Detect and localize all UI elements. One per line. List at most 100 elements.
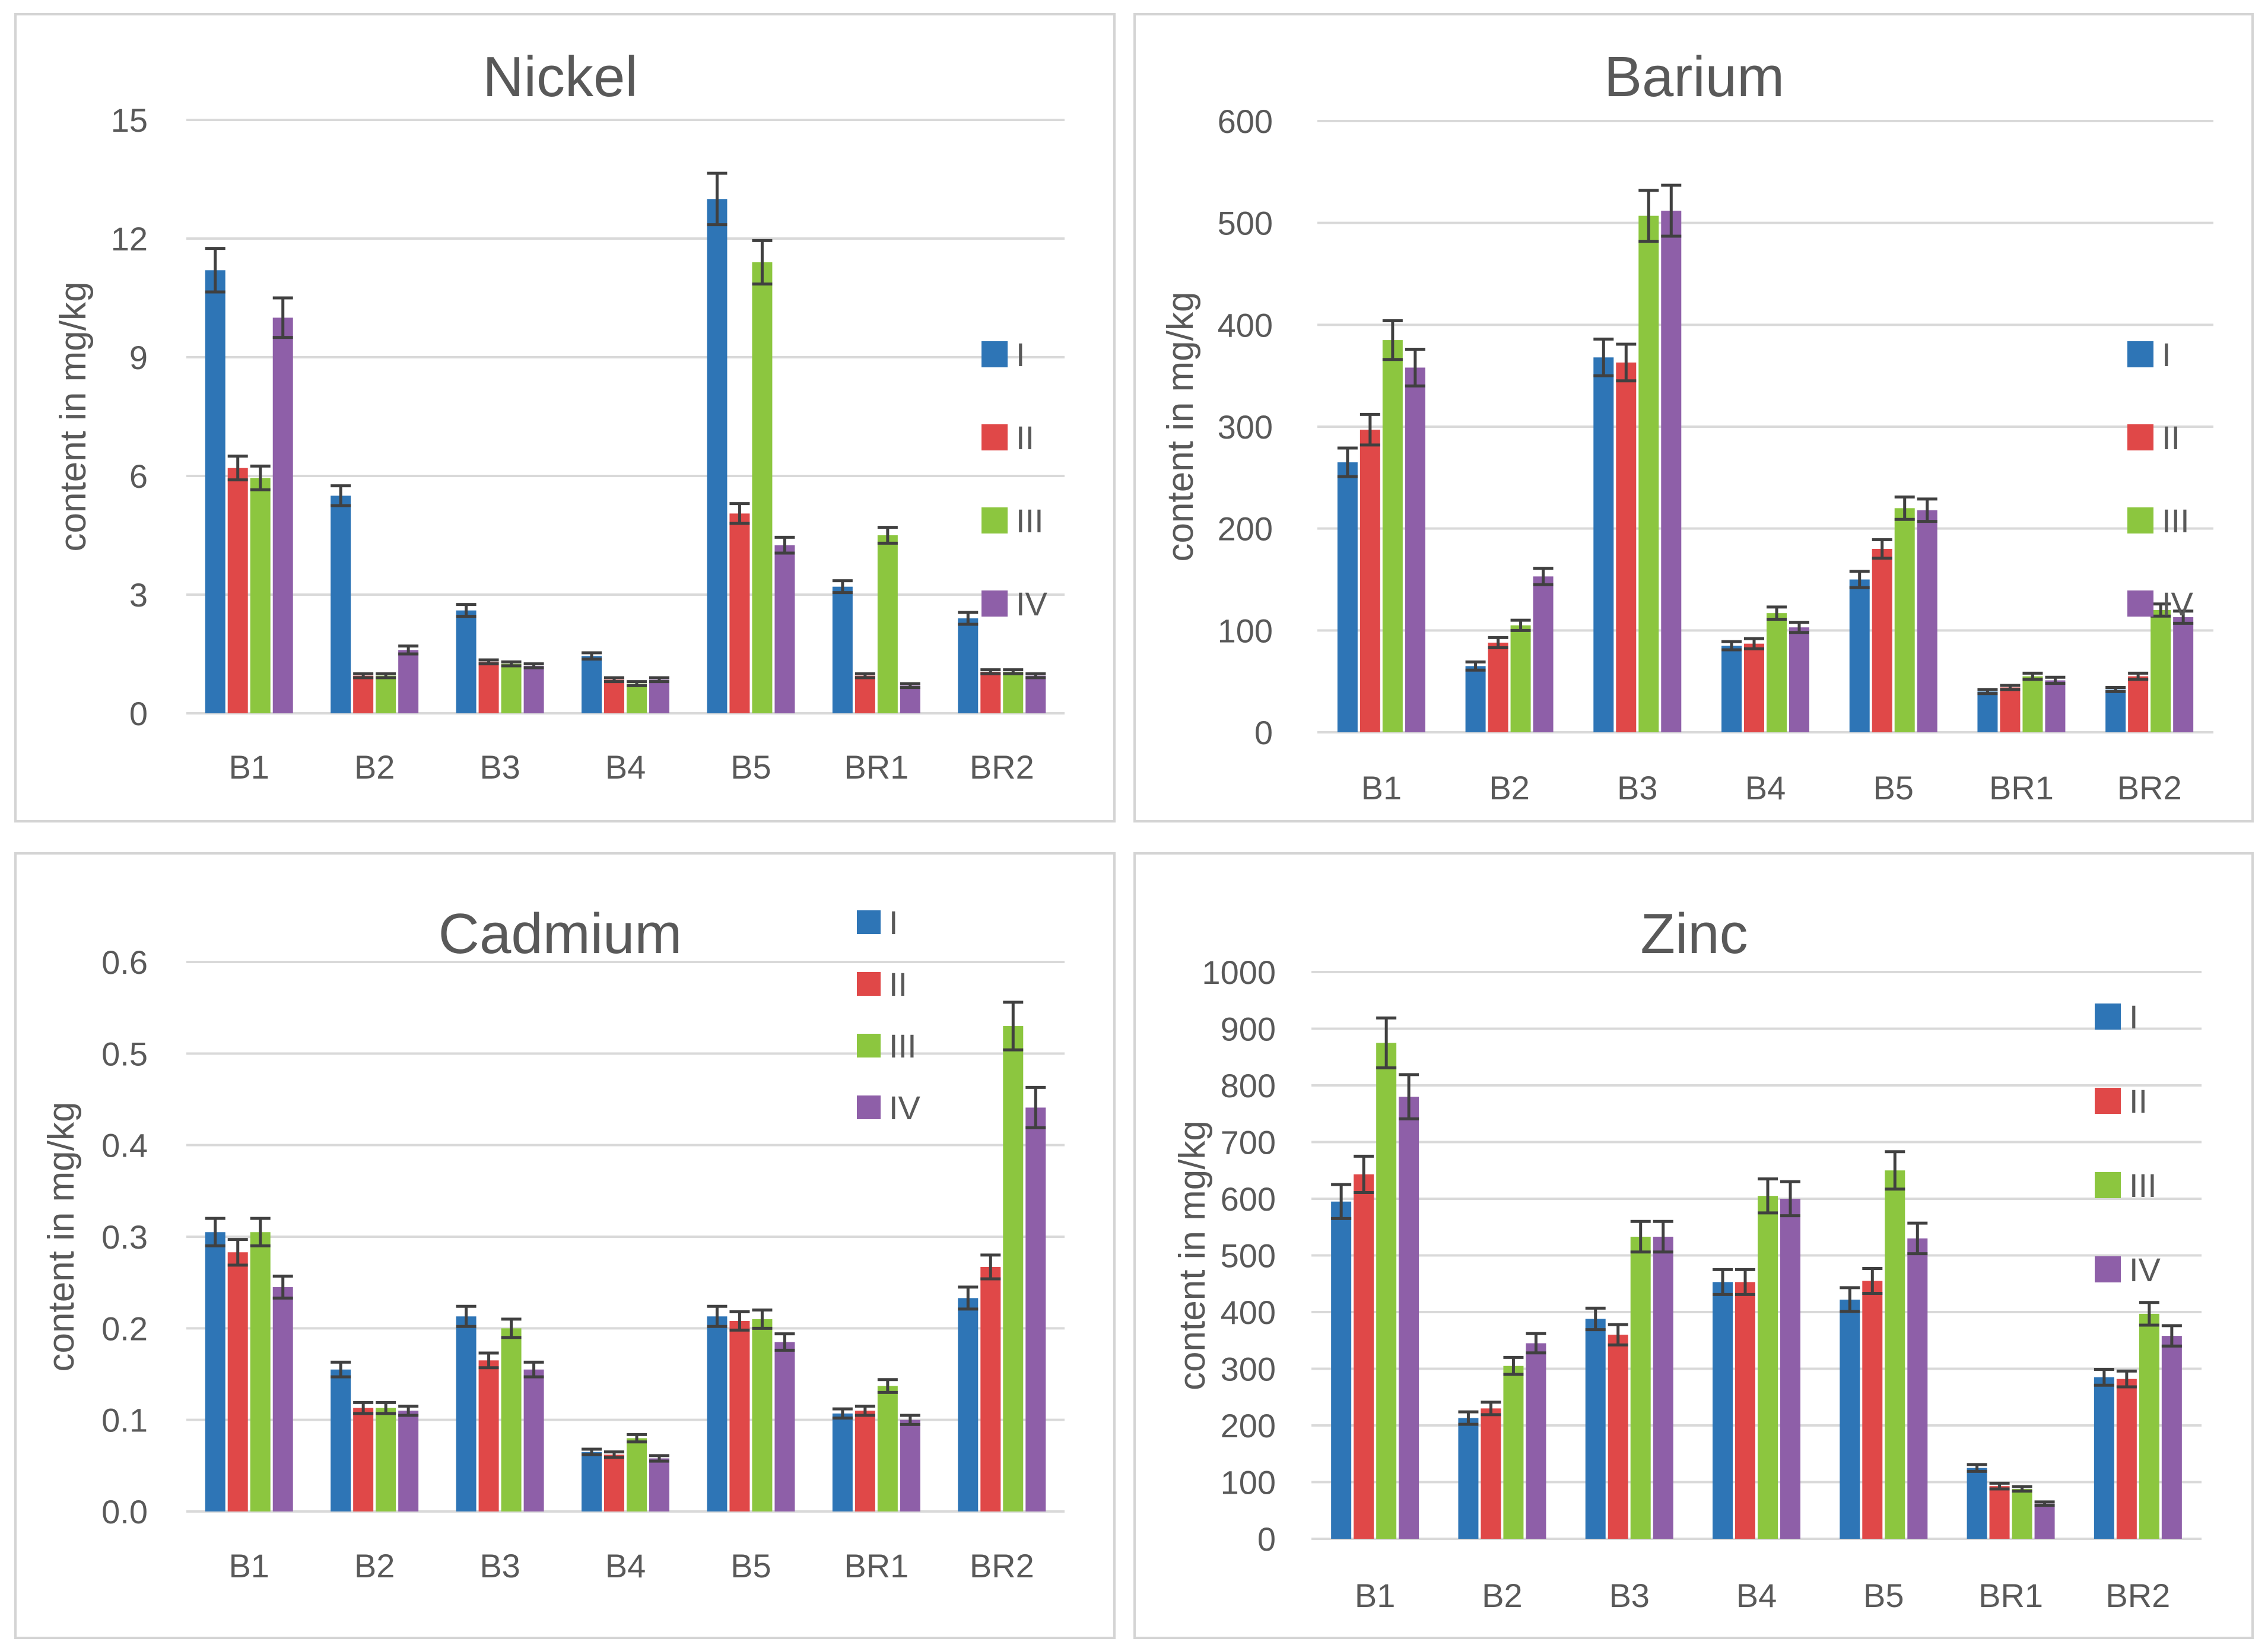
bar-IV-B1	[1399, 1097, 1419, 1539]
bar-IV-B2	[1533, 576, 1554, 732]
bar-III-B3	[1630, 1236, 1651, 1539]
error-bar-IV-B3	[523, 662, 544, 669]
error-bar-III-B5	[1894, 495, 1915, 521]
bar-IV-B2	[398, 1411, 419, 1511]
error-bar-II-B4	[1744, 637, 1764, 650]
error-bar-III-B1	[250, 464, 271, 491]
bar-III-B3	[1638, 215, 1659, 732]
error-bar-I-BR1	[832, 1407, 853, 1420]
x-tick-label: B4	[1736, 1577, 1777, 1614]
bar-II-B1	[1354, 1174, 1374, 1539]
y-tick-label: 300	[1221, 1351, 1276, 1388]
bar-II-BR2	[2128, 676, 2149, 732]
nickel-chart-panel: Nickel 0 3 6 9 12 15 content in mg/kg B1 B2 B3 B4 B5…	[14, 13, 1116, 822]
bar-II-B5	[729, 1320, 750, 1511]
error-bar-IV-B2	[1533, 567, 1554, 586]
legend-label-I: I	[2129, 998, 2139, 1036]
bar-II-B4	[604, 1455, 624, 1511]
error-bar-II-BR1	[2000, 684, 2021, 691]
bar-IV-BR2	[1025, 675, 1046, 713]
bar-II-B1	[227, 468, 248, 713]
x-tick-label: BR2	[970, 748, 1034, 786]
x-tick-label: BR2	[2117, 769, 2182, 806]
error-bar-II-B1	[1359, 412, 1380, 447]
bar-II-B4	[1744, 643, 1764, 732]
bar-I-B1	[205, 1232, 225, 1511]
error-bar-II-BR2	[2116, 1369, 2137, 1389]
bar-I-B4	[1721, 646, 1742, 732]
x-tick-label: B3	[1609, 1577, 1650, 1614]
error-bar-II-B5	[729, 502, 750, 525]
bar-IV-B2	[398, 650, 419, 713]
bar-II-B3	[1616, 362, 1637, 732]
bar-I-BR2	[2105, 689, 2126, 732]
x-tick-label: B5	[1863, 1577, 1904, 1614]
error-bar-IV-BR2	[2161, 1324, 2182, 1348]
error-bar-I-B2	[331, 1360, 351, 1379]
bar-III-B2	[1510, 625, 1531, 732]
bar-III-B5	[1885, 1170, 1905, 1539]
bar-I-B3	[456, 610, 477, 713]
bar-III-B5	[752, 1319, 773, 1511]
bar-III-BR1	[877, 1386, 898, 1511]
y-tick-label: 0.4	[101, 1127, 148, 1164]
bar-III-BR2	[2151, 610, 2171, 732]
bar-I-B4	[582, 656, 602, 713]
error-bar-II-B4	[604, 676, 624, 684]
error-bar-IV-B3	[1661, 183, 1682, 238]
legend-swatch-III	[2095, 1172, 2121, 1198]
error-bar-II-B2	[1481, 1401, 1501, 1417]
error-bar-II-BR2	[980, 1253, 1001, 1281]
error-bar-I-B5	[1840, 1286, 1860, 1313]
bar-I-B2	[331, 496, 351, 713]
bar-I-B5	[1849, 579, 1870, 732]
error-bar-II-B4	[1735, 1268, 1755, 1296]
error-bar-IV-B2	[398, 644, 419, 656]
bar-III-B4	[627, 684, 647, 713]
x-tick-label: B2	[1489, 769, 1530, 806]
error-bar-II-B3	[478, 1351, 499, 1370]
bar-II-B4	[604, 679, 624, 713]
error-bar-III-B4	[627, 1433, 647, 1444]
legend-swatch-I	[2095, 1003, 2121, 1030]
error-bar-II-B4	[604, 1450, 624, 1459]
error-bar-I-B4	[1721, 640, 1742, 652]
cadmium-chart: Cadmium 0.0 0.1 0.2 0.3 0.4 0.5 0.6 content in m…	[41, 902, 1065, 1584]
error-bar-II-B5	[1862, 1266, 1883, 1295]
error-bar-III-B2	[1503, 1355, 1524, 1376]
bar-IV-B4	[1789, 627, 1809, 732]
x-tick-label: B2	[1482, 1577, 1523, 1614]
error-bar-IV-B1	[272, 1274, 293, 1300]
bar-IV-B2	[1526, 1343, 1546, 1539]
error-bar-IV-B4	[649, 1454, 669, 1463]
error-bar-II-BR1	[1989, 1481, 2010, 1491]
error-bar-I-B5	[707, 172, 728, 227]
error-bar-II-B1	[227, 455, 248, 482]
chart-title: Nickel	[482, 45, 637, 109]
error-bar-III-B5	[1885, 1150, 1905, 1191]
error-bar-IV-B2	[1526, 1332, 1546, 1355]
legend-label-IV: IV	[889, 1089, 921, 1126]
legend-swatch-I	[2127, 341, 2153, 367]
bar-III-B1	[250, 478, 271, 713]
y-axis-label: content in mg/kg	[41, 1102, 82, 1372]
bar-I-B5	[707, 199, 728, 713]
bar-III-B3	[501, 1328, 522, 1511]
bar-III-BR2	[1003, 1026, 1024, 1511]
error-bar-IV-BR1	[900, 1414, 920, 1426]
error-bar-I-BR2	[958, 1285, 979, 1311]
bar-III-B1	[1382, 340, 1403, 732]
bar-II-B2	[353, 675, 374, 713]
error-bar-IV-B2	[398, 1405, 419, 1417]
error-bar-III-BR2	[1003, 1001, 1024, 1052]
bar-I-BR1	[832, 1413, 853, 1511]
error-bar-III-BR2	[2139, 1301, 2159, 1327]
bar-II-BR2	[2116, 1379, 2137, 1539]
bar-III-B5	[752, 262, 773, 713]
legend-swatch-II	[2127, 424, 2153, 450]
error-bar-IV-B4	[1789, 621, 1809, 634]
legend-swatch-III	[2127, 507, 2153, 533]
error-bar-I-B4	[1713, 1268, 1733, 1296]
bar-III-B2	[1503, 1365, 1524, 1539]
bar-II-BR1	[2000, 687, 2021, 732]
